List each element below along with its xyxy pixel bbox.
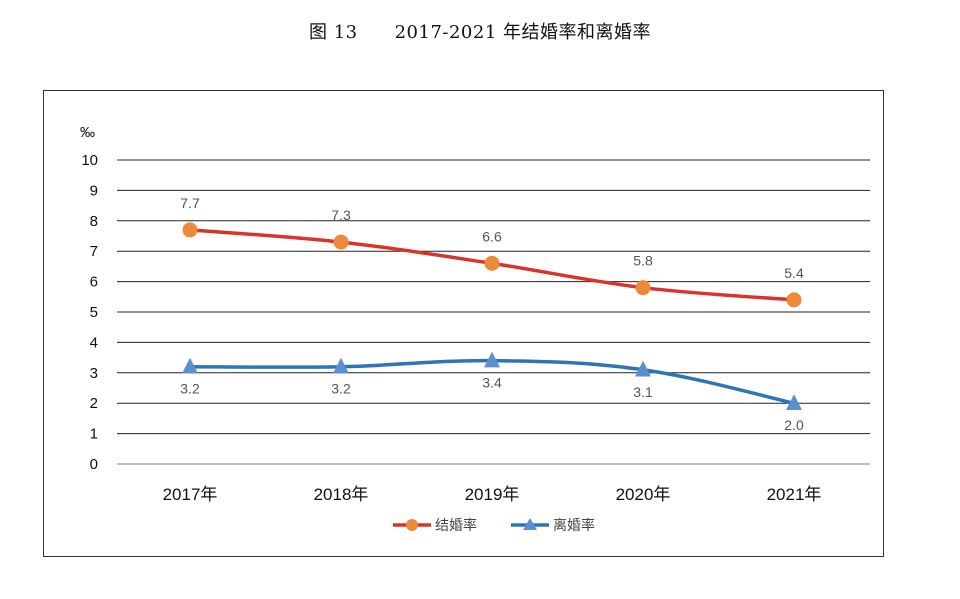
y-tick-label: 2: [90, 395, 98, 412]
data-point-marriage-rate: [484, 255, 500, 271]
y-tick-label: 0: [90, 456, 98, 473]
legend-label: 结婚率: [435, 517, 477, 534]
data-point-marriage-rate: [333, 234, 349, 250]
data-point-divorce-rate: [333, 357, 349, 374]
y-tick-label: 4: [90, 334, 98, 351]
y-tick-label: 6: [90, 274, 98, 291]
data-point-divorce-rate: [786, 394, 802, 410]
x-tick-label: 2019年: [465, 485, 520, 504]
data-point-divorce-rate: [635, 360, 651, 377]
data-point-marriage-rate: [635, 280, 651, 296]
data-label-divorce-rate: 3.1: [633, 384, 653, 400]
data-point-divorce-rate: [182, 357, 198, 374]
data-label-marriage-rate: 6.6: [482, 228, 502, 244]
x-tick-label: 2021年: [767, 485, 822, 504]
data-point-divorce-rate: [484, 351, 500, 368]
y-tick-label: 10: [81, 152, 98, 169]
data-label-marriage-rate: 7.7: [180, 195, 200, 211]
y-tick-label: 3: [90, 365, 98, 382]
legend-marker-circle: [406, 519, 418, 531]
data-label-marriage-rate: 5.8: [633, 253, 653, 269]
data-label-marriage-rate: 5.4: [784, 265, 804, 281]
chart-title: 图 13 2017-2021 年结婚率和离婚率: [308, 22, 652, 43]
data-point-marriage-rate: [182, 222, 198, 238]
y-tick-label: 7: [90, 243, 98, 260]
data-label-divorce-rate: 2.0: [784, 417, 804, 433]
data-label-divorce-rate: 3.4: [482, 375, 502, 391]
y-axis-unit-label: ‰: [80, 124, 95, 141]
legend-label: 离婚率: [553, 517, 595, 534]
y-tick-label: 1: [90, 426, 98, 443]
y-tick-label: 8: [90, 213, 98, 230]
data-label-marriage-rate: 7.3: [331, 207, 351, 223]
data-label-divorce-rate: 3.2: [180, 381, 200, 397]
x-tick-label: 2018年: [314, 485, 369, 504]
data-label-divorce-rate: 3.2: [331, 381, 351, 397]
y-tick-label: 9: [90, 182, 98, 199]
x-tick-label: 2020年: [616, 485, 671, 504]
chart-frame: [43, 90, 884, 557]
data-point-marriage-rate: [786, 292, 802, 308]
legend-marker-triangle: [523, 518, 537, 530]
x-tick-label: 2017年: [163, 485, 218, 504]
y-tick-label: 5: [90, 304, 98, 321]
